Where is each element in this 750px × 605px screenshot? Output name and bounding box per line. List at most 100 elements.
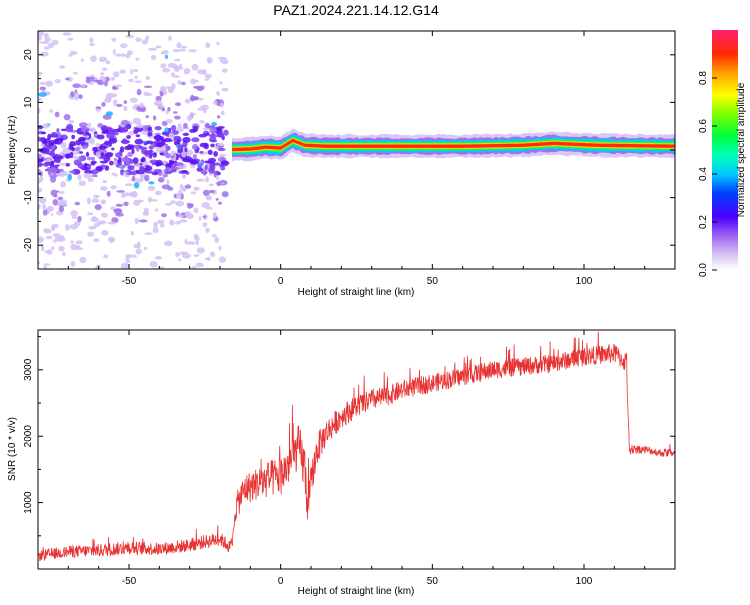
spectrogram-speckle — [172, 166, 181, 170]
spectrogram-speckle — [213, 171, 217, 178]
spectrogram-speckle — [77, 163, 85, 169]
spectrogram-speckle — [92, 194, 100, 199]
spectrogram-speckle — [152, 152, 157, 158]
spectrogram-speckle — [218, 154, 227, 157]
spectrogram-speckle — [78, 180, 86, 186]
spectrogram-speckle — [220, 102, 224, 108]
spectrogram-speckle — [156, 146, 160, 153]
spectrogram-speckle — [71, 215, 77, 219]
spectrogram-speckle — [52, 199, 59, 206]
spectrogram-speckle — [159, 90, 164, 97]
spectrogram-speckle — [39, 86, 47, 91]
spectrogram-speckle — [98, 56, 107, 63]
snr-x-axis-label: Height of straight line (km) — [298, 586, 415, 597]
spectrogram-speckle — [133, 199, 141, 206]
spectrogram-speckle — [119, 69, 126, 74]
spectrogram-speckle — [104, 165, 110, 171]
spectrogram-speckle — [134, 80, 142, 83]
spectrogram-speckle — [182, 170, 188, 173]
spectrogram-speckle — [89, 137, 94, 143]
spectrogram-speckle — [193, 79, 199, 83]
spectrogram-y-tick-label: 0 — [23, 147, 34, 153]
spectrogram-speckle — [163, 137, 172, 143]
spectrogram-speckle — [133, 69, 139, 72]
spectrogram-speckle — [160, 223, 165, 228]
spectrogram-speckle — [113, 71, 120, 78]
spectrogram-speckle — [115, 53, 122, 57]
spectrogram-speckle — [136, 88, 142, 96]
spectrogram-speckle — [62, 251, 66, 257]
spectrogram-speckle — [135, 37, 142, 43]
spectrogram-speckle — [146, 140, 154, 145]
spectrogram-speckle — [120, 53, 126, 57]
spectrogram-speckle — [60, 141, 67, 149]
spectrogram-speckle — [72, 83, 81, 88]
spectrogram-speckle — [133, 243, 141, 249]
spectrogram-speckle — [59, 65, 66, 69]
spectrogram-speckle — [87, 122, 92, 128]
spectrogram-speckle — [207, 256, 211, 262]
spectrogram-speckle — [188, 114, 193, 120]
spectrogram-speckle — [204, 160, 211, 164]
spectrogram-speckle — [57, 132, 62, 139]
spectrogram-speckle — [151, 162, 156, 166]
spectrogram-speckle — [210, 251, 216, 258]
spectrogram-speckle — [38, 203, 41, 210]
spectrogram-speckle — [74, 201, 81, 206]
spectrogram-speckle — [138, 219, 148, 223]
spectrogram-speckle — [75, 240, 83, 245]
spectrogram-speckle — [40, 144, 46, 147]
spectrogram-speckle — [70, 91, 75, 98]
spectrogram-speckle — [159, 266, 165, 269]
spectrogram-speckle — [139, 102, 145, 109]
spectrogram-speckle — [138, 167, 144, 174]
spectrogram-speckle — [65, 224, 70, 231]
spectrogram-speckle — [195, 178, 205, 182]
spectrogram-speckle — [196, 247, 205, 254]
spectrogram-speckle — [130, 192, 134, 196]
spectrogram-speckle — [161, 107, 165, 112]
spectrogram-speckle — [133, 128, 139, 134]
spectrogram-speckle — [168, 161, 173, 166]
spectrogram-speckle — [38, 108, 41, 114]
snr-x-ticks: -50 0 50 100 — [67, 330, 676, 587]
spectrogram-speckle — [43, 228, 50, 233]
spectrogram-y-tick-label: -20 — [23, 238, 34, 253]
spectrogram-speckle — [184, 98, 191, 104]
spectrogram-speckle — [213, 100, 218, 105]
spectrogram-speckle — [78, 156, 82, 162]
spectrogram-speckle — [203, 110, 207, 114]
colorbar: 0.0 0.2 0.4 0.6 0.8 Normalized spectral ampl… — [698, 30, 747, 277]
spectrogram-speckle — [179, 251, 188, 256]
spectrogram-speckle — [101, 130, 107, 135]
spectrogram-speckle — [94, 204, 102, 211]
spectrogram-speckle — [166, 179, 170, 185]
spectrogram-speckle — [148, 181, 155, 185]
spectrogram-speckle — [44, 140, 48, 144]
spectrogram-speckle — [120, 262, 129, 269]
spectrogram-speckle — [105, 111, 113, 117]
spectrogram-speckle — [217, 147, 226, 152]
spectrogram-speckle — [220, 165, 226, 171]
spectrogram-speckle — [176, 162, 184, 166]
snr-y-tick-label: 2000 — [23, 425, 34, 448]
spectrogram-speckle — [38, 162, 43, 168]
spectrogram-speckle — [42, 123, 50, 129]
spectrogram-speckle — [195, 239, 199, 246]
spectrogram-speckle — [48, 140, 55, 146]
spectrogram-speckle — [145, 165, 153, 171]
spectrogram-speckle — [44, 250, 52, 253]
spectrogram-speckle — [58, 190, 65, 194]
spectrogram-speckle — [198, 216, 202, 221]
spectrogram-speckle — [127, 144, 133, 147]
spectrogram-speckle — [100, 164, 106, 168]
spectrogram-speckle — [85, 151, 90, 157]
spectrogram-speckle — [184, 147, 188, 153]
spectrogram-y-tick-label: -10 — [23, 190, 34, 205]
spectrogram-speckle — [214, 146, 220, 150]
spectrogram-speckle — [78, 122, 88, 128]
spectrogram-speckle — [73, 71, 78, 75]
spectrogram-speckle — [78, 136, 87, 142]
spectrogram-speckle — [71, 147, 75, 152]
spectrogram-speckle — [49, 167, 58, 174]
